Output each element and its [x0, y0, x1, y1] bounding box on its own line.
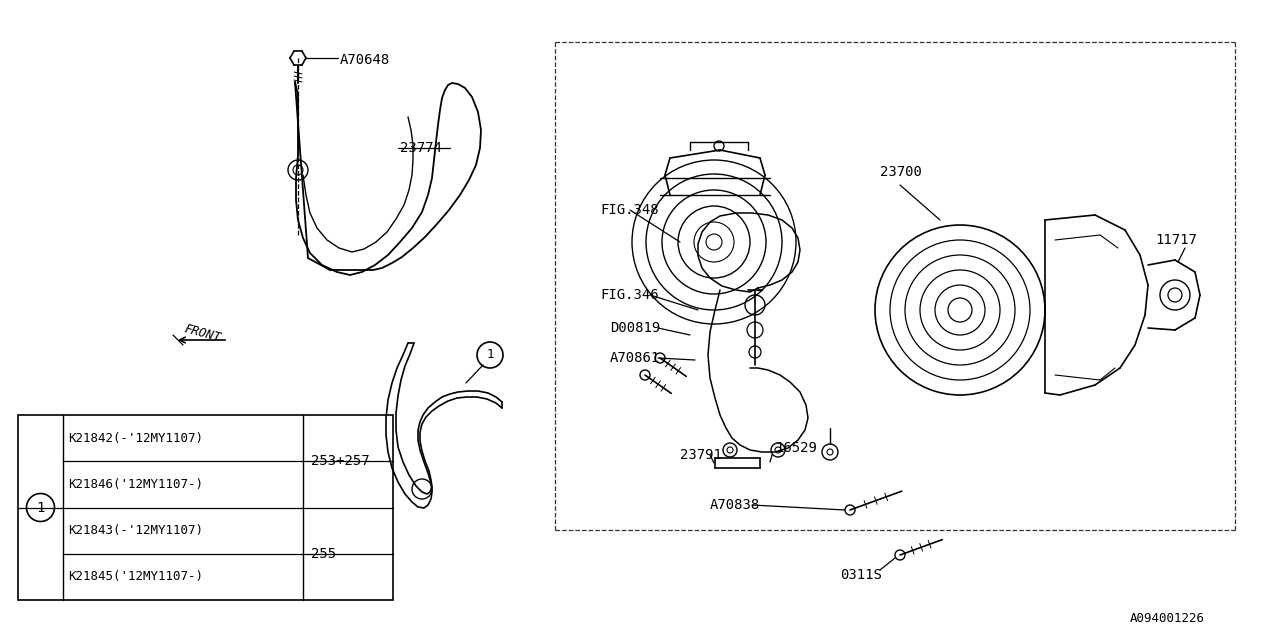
Text: 23791: 23791	[680, 448, 722, 462]
Text: A70648: A70648	[340, 53, 390, 67]
Text: 23700: 23700	[881, 165, 922, 179]
Text: 11717: 11717	[1155, 233, 1197, 247]
Text: FIG.346: FIG.346	[600, 288, 659, 302]
Text: 253+257: 253+257	[311, 454, 370, 468]
Text: A094001226: A094001226	[1130, 611, 1204, 625]
Text: 1: 1	[486, 349, 494, 362]
Text: 1: 1	[36, 500, 45, 515]
Text: K21843(-'12MY1107): K21843(-'12MY1107)	[68, 524, 204, 537]
Text: A70861: A70861	[611, 351, 660, 365]
Text: A70838: A70838	[710, 498, 760, 512]
Bar	[18, 415, 393, 600]
Text: 23774: 23774	[399, 141, 442, 155]
Text: 16529: 16529	[774, 441, 817, 455]
Text: FIG.348: FIG.348	[600, 203, 659, 217]
Text: D00819: D00819	[611, 321, 660, 335]
Text: K21846('12MY1107-): K21846('12MY1107-)	[68, 478, 204, 491]
Text: K21845('12MY1107-): K21845('12MY1107-)	[68, 570, 204, 584]
Text: 255: 255	[311, 547, 337, 561]
Text: 0311S: 0311S	[840, 568, 882, 582]
Text: FRONT: FRONT	[183, 322, 223, 344]
Text: K21842(-'12MY1107): K21842(-'12MY1107)	[68, 431, 204, 445]
